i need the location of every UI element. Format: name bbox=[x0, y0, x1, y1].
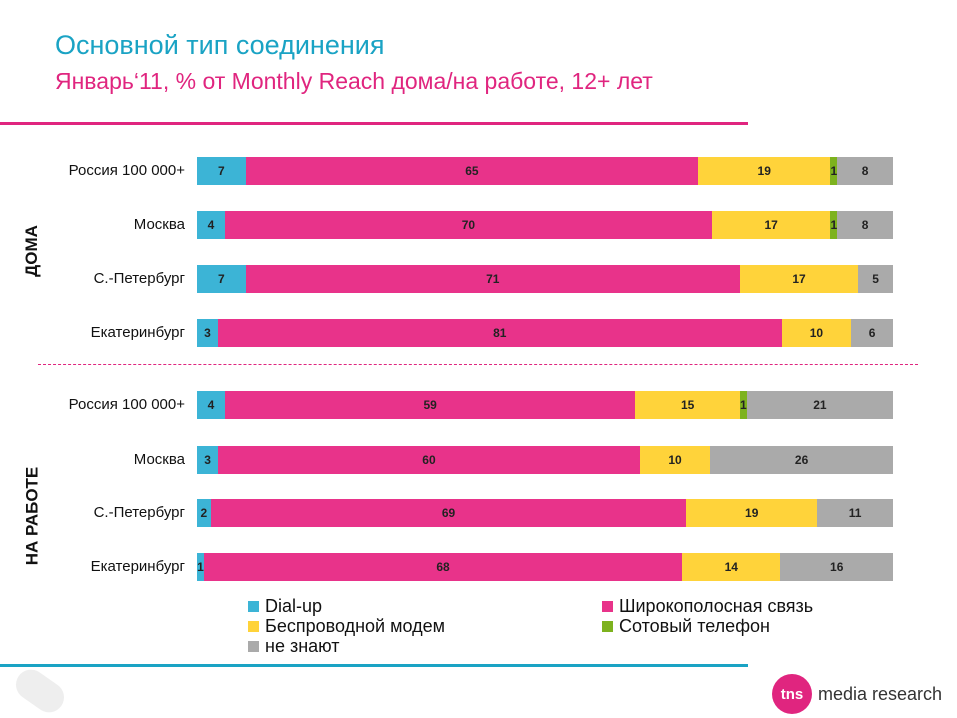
bar-segment: 6 bbox=[851, 319, 893, 347]
bar-segment: 4 bbox=[197, 391, 225, 419]
bar-segment: 11 bbox=[817, 499, 893, 527]
bar-segment: 21 bbox=[746, 391, 893, 419]
bar-row: 2 69 19 11 bbox=[197, 499, 893, 527]
tns-logo: tns media research bbox=[772, 674, 942, 714]
row-label: Россия 100 000+ bbox=[68, 396, 185, 413]
row-label: С.-Петербург bbox=[93, 504, 185, 521]
bar-segment: 8 bbox=[837, 157, 893, 185]
row-label: Москва bbox=[133, 451, 185, 468]
bar-segment: 17 bbox=[739, 265, 859, 293]
bar-segment: 15 bbox=[635, 391, 740, 419]
legend-swatch bbox=[248, 621, 259, 632]
bar-segment: 4 bbox=[197, 211, 225, 239]
legend-swatch bbox=[248, 641, 259, 652]
top-divider bbox=[0, 122, 748, 125]
bar-row: 3 60 10 26 bbox=[197, 446, 893, 474]
bar-row: 7 65 19 1 8 bbox=[197, 157, 893, 185]
bar-segment: 10 bbox=[639, 446, 711, 474]
bar-segment: 19 bbox=[698, 157, 831, 185]
bar-segment: 1 bbox=[197, 553, 205, 581]
bar-row: 3 81 10 6 bbox=[197, 319, 893, 347]
legend-item: не знают bbox=[248, 636, 340, 657]
bar-segment: 2 bbox=[197, 499, 211, 527]
row-label: Россия 100 000+ bbox=[68, 162, 185, 179]
legend-item: Dial-up bbox=[248, 596, 322, 617]
bar-segment: 7 bbox=[197, 157, 246, 185]
row-label: С.-Петербург bbox=[93, 270, 185, 287]
bar-segment: 3 bbox=[197, 446, 219, 474]
page-title: Основной тип соединения bbox=[55, 30, 385, 60]
bar-row: 1 68 14 16 bbox=[197, 553, 893, 581]
legend-swatch bbox=[602, 601, 613, 612]
legend-item: Сотовый телефон bbox=[602, 616, 770, 637]
row-label: Москва bbox=[133, 216, 185, 233]
bar-segment: 8 bbox=[837, 211, 893, 239]
legend-label: Беспроводной модем bbox=[265, 616, 445, 636]
row-label: Екатеринбург bbox=[90, 558, 185, 575]
legend-item: Широкополосная связь bbox=[602, 596, 813, 617]
bar-segment: 60 bbox=[218, 446, 640, 474]
legend-swatch bbox=[248, 601, 259, 612]
bottom-divider bbox=[0, 664, 748, 667]
bar-row: 4 59 15 1 21 bbox=[197, 391, 893, 419]
page-subtitle: Январь‘11, % от Monthly Reach дома/на ра… bbox=[55, 68, 653, 94]
legend-label: Широкополосная связь bbox=[619, 596, 814, 616]
bar-segment: 3 bbox=[197, 319, 218, 347]
group-label: НА РАБОТЕ bbox=[21, 466, 41, 566]
bar-segment: 65 bbox=[245, 157, 699, 185]
bar-row: 4 70 17 1 8 bbox=[197, 211, 893, 239]
bar-segment: 1 bbox=[739, 391, 747, 419]
group-separator bbox=[38, 364, 918, 365]
logo-text: media research bbox=[818, 683, 943, 704]
legend-label: Dial-up bbox=[265, 596, 323, 616]
logo-mark: tns bbox=[772, 674, 812, 714]
bar-segment: 59 bbox=[224, 391, 636, 419]
legend-label: Сотовый телефон bbox=[619, 616, 770, 636]
bar-segment: 71 bbox=[245, 265, 740, 293]
bar-segment: 5 bbox=[858, 265, 893, 293]
bar-segment: 16 bbox=[780, 553, 893, 581]
bar-segment: 1 bbox=[830, 157, 838, 185]
bar-segment: 70 bbox=[224, 211, 713, 239]
bar-segment: 81 bbox=[217, 319, 782, 347]
row-label: Екатеринбург bbox=[90, 324, 185, 341]
bar-segment: 26 bbox=[710, 446, 893, 474]
legend-label: не знают bbox=[265, 636, 340, 656]
bar-segment: 14 bbox=[682, 553, 781, 581]
bar-segment: 68 bbox=[204, 553, 683, 581]
bar-segment: 19 bbox=[686, 499, 818, 527]
bar-segment: 7 bbox=[197, 265, 246, 293]
bar-segment: 10 bbox=[781, 319, 852, 347]
bar-segment: 69 bbox=[210, 499, 687, 527]
bar-segment: 1 bbox=[830, 211, 838, 239]
bar-row: 7 71 17 5 bbox=[197, 265, 893, 293]
legend-swatch bbox=[602, 621, 613, 632]
decorative-shape bbox=[10, 663, 70, 718]
legend-item: Беспроводной модем bbox=[248, 616, 445, 637]
group-label: ДОМА bbox=[21, 225, 41, 277]
bar-segment: 17 bbox=[712, 211, 831, 239]
